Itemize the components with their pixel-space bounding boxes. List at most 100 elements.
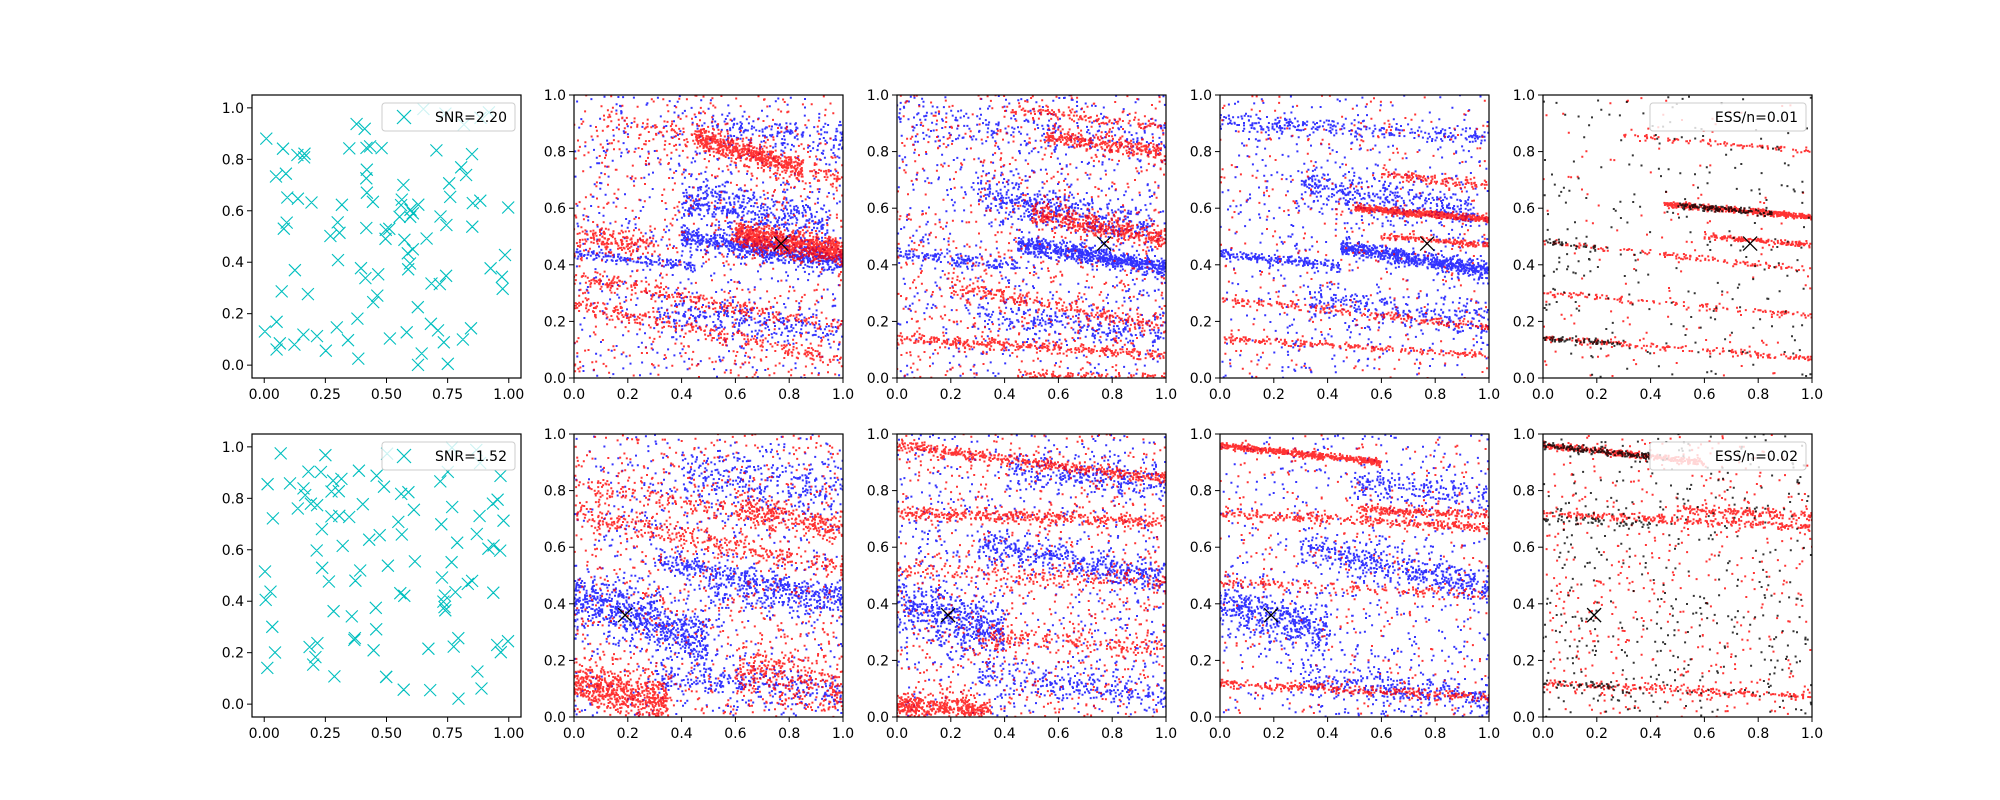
x-tick-label: 1.0 <box>1801 387 1823 403</box>
legend-marker <box>396 109 412 125</box>
legend-box <box>381 102 516 132</box>
x-tick-label: 0.2 <box>940 726 962 742</box>
series-blue-points <box>1220 95 1489 378</box>
legend-marker <box>396 448 412 464</box>
subplot-r1c1: 0.0 0.2 0.4 0.6 0.8 1.0 0.0 0.2 0.4 0.6 0.8 1.0 <box>544 427 854 742</box>
legend-box <box>381 441 516 471</box>
y-tick-label: 1.0 <box>867 427 889 443</box>
subplot-r0c3: 0.0 0.2 0.4 0.6 0.8 1.0 0.0 0.2 0.4 0.6 0.8 1.0 <box>1190 88 1500 403</box>
y-tick-label: 0.6 <box>222 543 244 559</box>
y-tick-label: 0.4 <box>867 258 889 274</box>
y-tick-label: 0.6 <box>544 201 566 217</box>
x-tick-label: 0.4 <box>1316 726 1338 742</box>
points-r0c3 <box>1220 95 1489 378</box>
x-tick-label: 1.00 <box>493 387 524 403</box>
y-tick-label: 1.0 <box>544 88 566 104</box>
x-tick-label: 0.2 <box>1586 387 1608 403</box>
x-tick-label: 0.50 <box>371 387 402 403</box>
x-tick-label: 1.0 <box>832 726 854 742</box>
series-blue-points <box>897 434 1166 717</box>
x-tick-label: 0.4 <box>670 726 692 742</box>
series-red-points <box>1543 434 1812 717</box>
axes-frame <box>1219 94 1490 379</box>
points-r0c0 <box>258 102 515 372</box>
true-point-marker <box>1586 607 1602 623</box>
y-tick-label: 0.8 <box>544 145 566 161</box>
axes-frame <box>1542 433 1813 718</box>
x-tick-label: 0.0 <box>1532 726 1554 742</box>
y-tick-label: 0.2 <box>1513 314 1535 330</box>
y-tick-label: 1.0 <box>1190 88 1212 104</box>
x-tick-label: 0.25 <box>310 387 341 403</box>
x-tick-label: 0.4 <box>993 387 1015 403</box>
x-tick-label: 0.4 <box>1639 726 1661 742</box>
y-tick-label: 0.4 <box>544 597 566 613</box>
x-tick-label: 0.6 <box>1047 387 1069 403</box>
y-tick-label: 0.8 <box>1513 145 1535 161</box>
x-tick-label: 0.2 <box>617 387 639 403</box>
subplot-r0c4: 0.0 0.2 0.4 0.6 0.8 1.0 0.0 0.2 0.4 0.6 0.8 1.0 ESS/… <box>1513 88 1823 403</box>
series-red-points <box>574 95 843 378</box>
x-tick-label: 0.8 <box>1747 726 1769 742</box>
axes-frame <box>1542 94 1813 379</box>
y-tick-label: 0.8 <box>222 491 244 507</box>
x-tick-label: 0.6 <box>1693 726 1715 742</box>
subplot-r1c4: 0.0 0.2 0.4 0.6 0.8 1.0 0.0 0.2 0.4 0.6 0.8 1.0 ESS/… <box>1513 427 1823 742</box>
x-tick-label: 0.25 <box>310 726 341 742</box>
y-tick-label: 0.2 <box>867 653 889 669</box>
x-tick-label: 0.50 <box>371 726 402 742</box>
y-tick-label: 0.2 <box>867 314 889 330</box>
y-tick-label: 1.0 <box>867 88 889 104</box>
legend: SNR=1.52 <box>381 441 516 471</box>
y-tick-label: 0.4 <box>1190 597 1212 613</box>
x-tick-label: 0.0 <box>1532 387 1554 403</box>
x-tick-label: 0.6 <box>1693 387 1715 403</box>
x-tick-label: 0.8 <box>778 387 800 403</box>
x-tick-label: 0.2 <box>1263 387 1285 403</box>
y-tick-label: 0.0 <box>1190 710 1212 726</box>
y-tick-label: 0.0 <box>1513 371 1535 387</box>
y-tick-label: 0.8 <box>1513 484 1535 500</box>
y-tick-label: 0.6 <box>1190 540 1212 556</box>
subplot-r0c2: 0.0 0.2 0.4 0.6 0.8 1.0 0.0 0.2 0.4 0.6 0.8 1.0 <box>867 88 1177 403</box>
x-tick-label: 0.4 <box>1639 387 1661 403</box>
series-red-points <box>1543 97 1812 377</box>
points-r1c2 <box>897 434 1166 717</box>
x-tick-label: 1.0 <box>1478 387 1500 403</box>
x-tick-label: 0.6 <box>1370 726 1392 742</box>
subplot-r1c3: 0.0 0.2 0.4 0.6 0.8 1.0 0.0 0.2 0.4 0.6 0.8 1.0 <box>1190 427 1500 742</box>
series-blue-points <box>1220 434 1489 717</box>
points-r1c0 <box>258 441 515 705</box>
y-tick-label: 0.0 <box>1513 710 1535 726</box>
x-tick-label: 0.4 <box>993 726 1015 742</box>
y-tick-label: 1.0 <box>222 440 244 456</box>
y-tick-label: 0.6 <box>1513 201 1535 217</box>
subplot-r0c1: 0.0 0.2 0.4 0.6 0.8 1.0 0.0 0.2 0.4 0.6 0.8 1.0 <box>544 88 854 403</box>
y-tick-label: 0.8 <box>1190 145 1212 161</box>
y-tick-label: 1.0 <box>544 427 566 443</box>
x-tick-label: 1.0 <box>1155 387 1177 403</box>
y-tick-label: 0.4 <box>1513 597 1535 613</box>
points-r1c4 <box>1543 434 1812 717</box>
x-tick-label: 0.00 <box>249 726 280 742</box>
y-tick-label: 0.4 <box>1513 258 1535 274</box>
y-tick-label: 0.2 <box>1513 653 1535 669</box>
series-red-points <box>1220 95 1489 378</box>
x-tick-label: 0.6 <box>1047 726 1069 742</box>
x-tick-label: 0.0 <box>1209 726 1231 742</box>
true-point-marker <box>1096 236 1112 252</box>
subplot-r0c0: 0.00 0.25 0.50 0.75 1.00 0.0 0.2 0.4 0.6 0.8 1.0 SN… <box>222 94 524 403</box>
x-tick-label: 0.2 <box>1586 726 1608 742</box>
y-tick-label: 0.2 <box>1190 314 1212 330</box>
x-tick-label: 0.8 <box>1424 387 1446 403</box>
y-tick-label: 0.0 <box>867 371 889 387</box>
series-cyan-markers <box>258 441 515 705</box>
points-r1c3 <box>1220 434 1489 717</box>
y-tick-label: 0.4 <box>222 255 244 271</box>
x-tick-label: 0.75 <box>432 387 463 403</box>
series-red-points <box>574 434 843 717</box>
x-tick-label: 0.75 <box>432 726 463 742</box>
y-tick-label: 0.8 <box>544 484 566 500</box>
y-tick-label: 0.2 <box>544 653 566 669</box>
y-tick-label: 0.8 <box>222 152 244 168</box>
